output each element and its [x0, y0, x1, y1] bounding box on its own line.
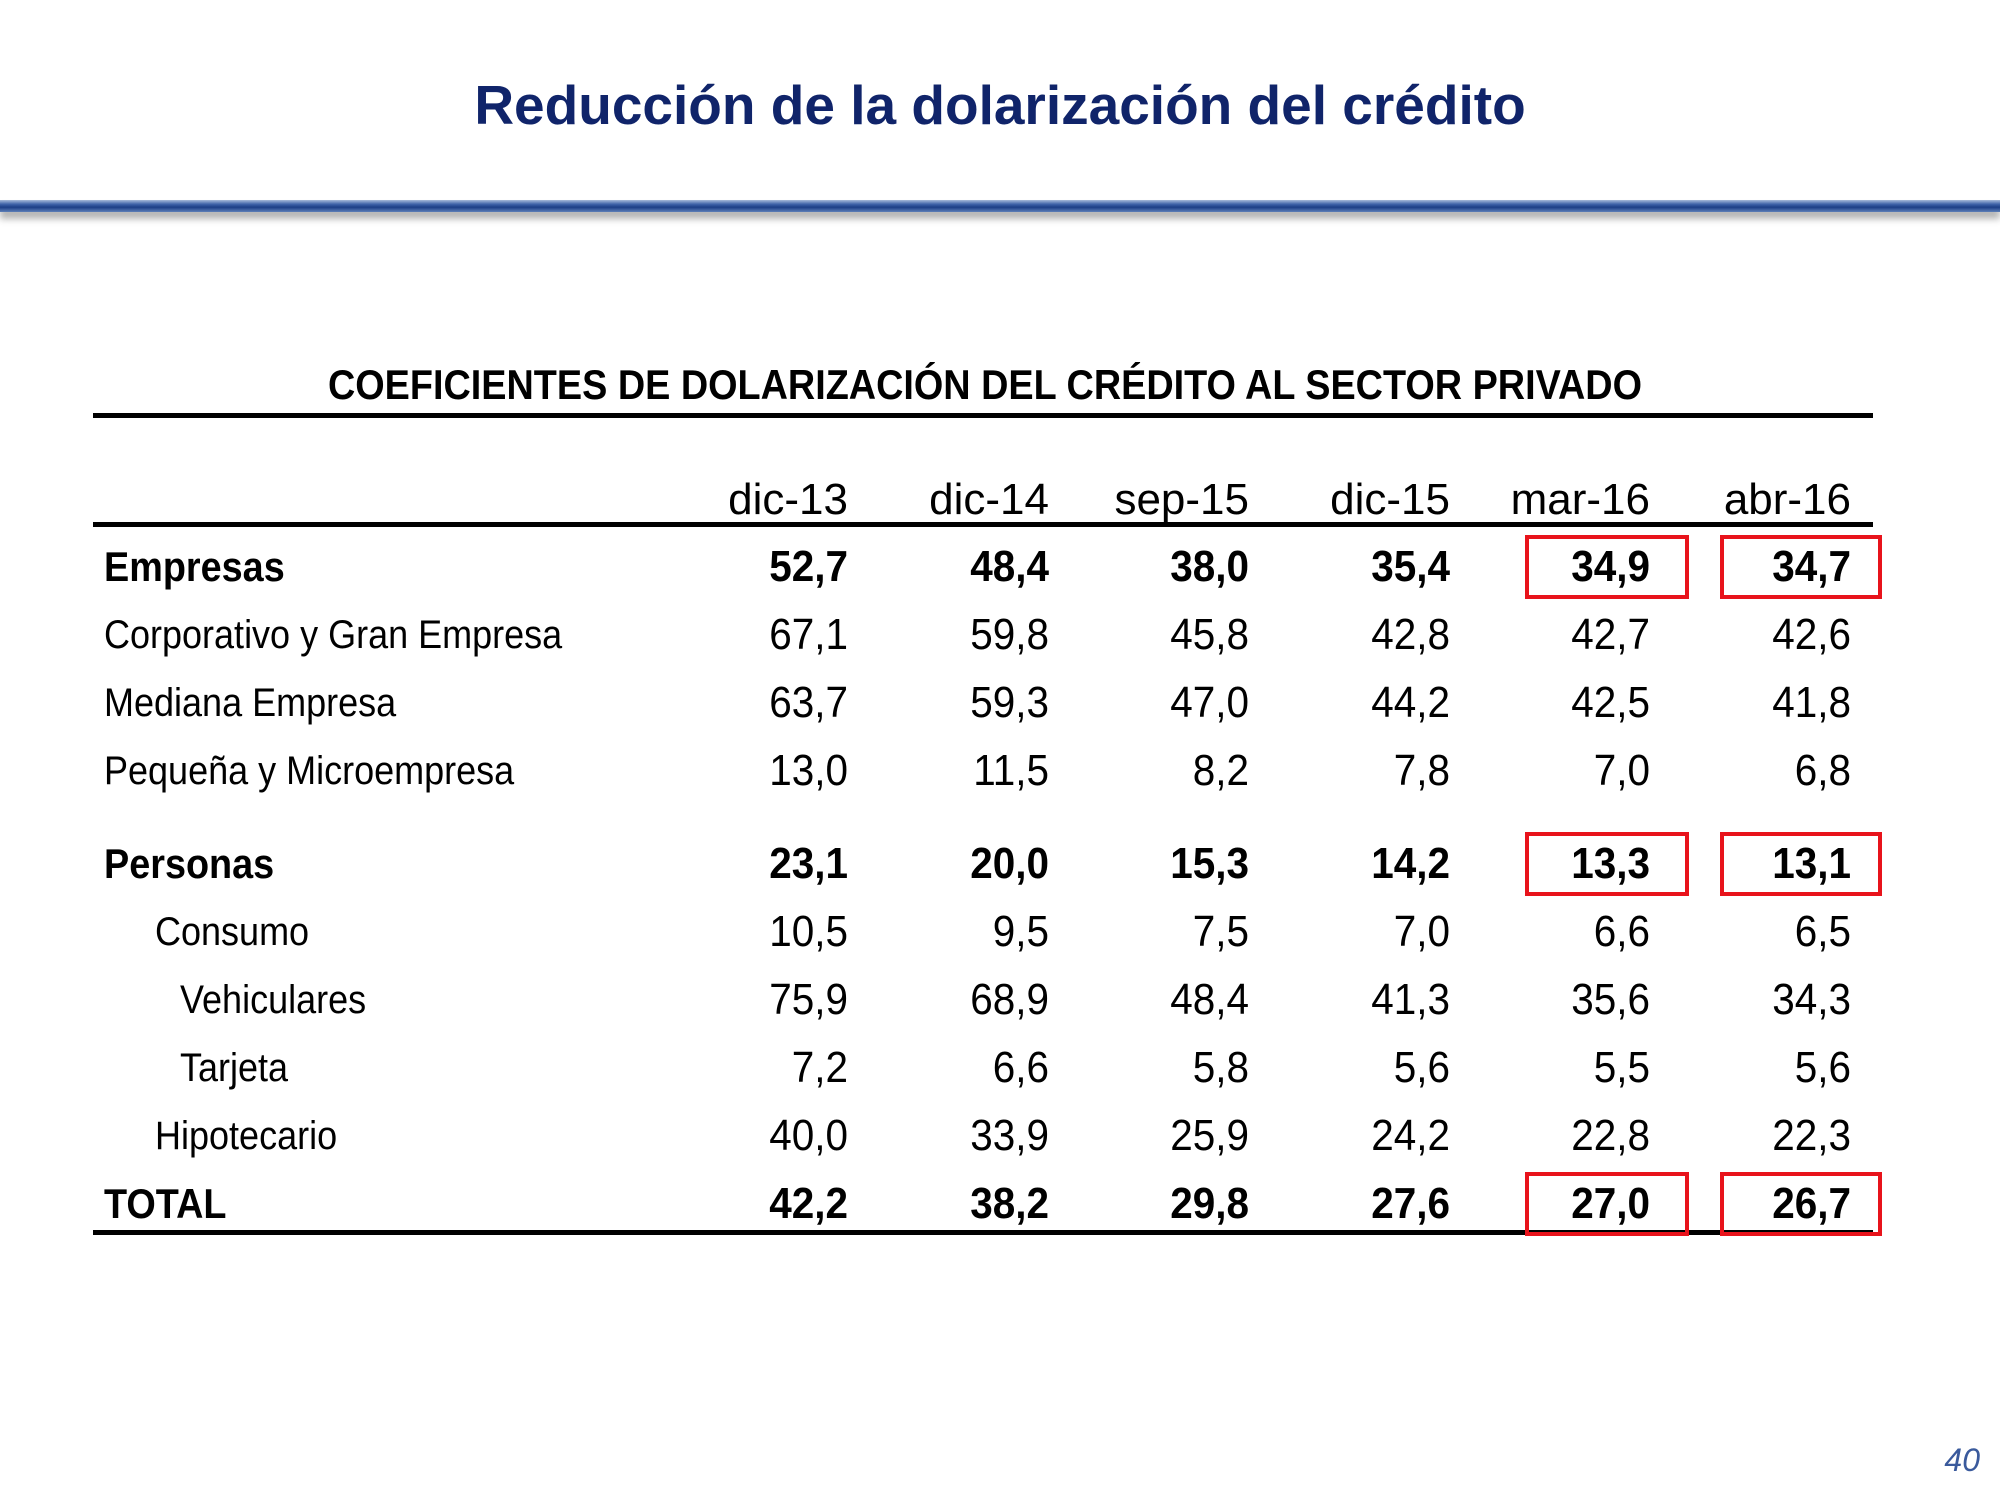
table-cell: 13,3 [1571, 839, 1650, 888]
table-cell: 42,5 [1571, 678, 1650, 727]
table-cell: 59,3 [970, 678, 1049, 727]
row-label: Pequeña y Microempresa [104, 749, 515, 793]
table-cell: 10,5 [769, 907, 848, 956]
table-cell: 34,3 [1772, 975, 1851, 1024]
highlight-box [1720, 1172, 1882, 1236]
table-cell: 14,2 [1371, 839, 1450, 888]
row-label: Personas [104, 840, 275, 887]
table-cell: 41,3 [1371, 975, 1450, 1024]
table-cell: 59,8 [970, 610, 1049, 659]
row-label: TOTAL [104, 1180, 227, 1227]
highlight-box [1525, 535, 1689, 599]
table-cell: 13,1 [1772, 839, 1851, 888]
table-header-rule [93, 522, 1873, 527]
table-cell: 11,5 [973, 746, 1049, 795]
table-cell: 75,9 [769, 975, 848, 1024]
table-cell: 8,2 [1192, 746, 1249, 795]
row-label: Tarjeta [180, 1046, 289, 1090]
table-cell: 7,0 [1393, 907, 1450, 956]
column-header: abr-16 [1723, 475, 1851, 524]
table-cell: 41,8 [1772, 678, 1851, 727]
highlight-box [1525, 832, 1689, 896]
table-cell: 47,0 [1170, 678, 1249, 727]
page-number: 40 [1944, 1442, 1980, 1478]
title-divider [0, 200, 2000, 212]
table-cell: 26,7 [1772, 1179, 1851, 1228]
row-label: Empresas [104, 543, 285, 590]
table-cell: 48,4 [970, 542, 1049, 591]
table-cell: 29,8 [1170, 1179, 1249, 1228]
table-cell: 27,0 [1571, 1179, 1650, 1228]
column-header: dic-13 [728, 475, 848, 524]
table-cell: 7,0 [1593, 746, 1650, 795]
column-header: mar-16 [1510, 475, 1650, 524]
table-cell: 67,1 [769, 610, 848, 659]
table-cell: 38,2 [970, 1179, 1049, 1228]
table-cell: 23,1 [769, 839, 848, 888]
table-cell: 24,2 [1371, 1111, 1450, 1160]
table-cell: 33,9 [970, 1111, 1049, 1160]
table-cell: 6,8 [1794, 746, 1851, 795]
table-cell: 15,3 [1170, 839, 1249, 888]
table-cell: 5,5 [1593, 1043, 1650, 1092]
table-cell: 42,6 [1772, 610, 1851, 659]
table-title: COEFICIENTES DE DOLARIZACIÓN DEL CRÉDITO… [327, 361, 1642, 408]
row-label: Vehiculares [180, 978, 367, 1022]
table-cell: 6,6 [992, 1043, 1049, 1092]
table-cell: 42,7 [1571, 610, 1650, 659]
table-cell: 48,4 [1170, 975, 1249, 1024]
table-bottom-rule [93, 1230, 1873, 1235]
table-cell: 42,8 [1371, 610, 1450, 659]
highlight-box [1720, 535, 1882, 599]
column-header: dic-15 [1330, 475, 1450, 524]
table-cell: 7,8 [1393, 746, 1450, 795]
row-label: Mediana Empresa [104, 681, 397, 725]
table-cell: 20,0 [970, 839, 1049, 888]
table-cell: 34,7 [1772, 542, 1851, 591]
table-cell: 22,8 [1571, 1111, 1650, 1160]
table-cell: 44,2 [1371, 678, 1450, 727]
table-cell: 27,6 [1371, 1179, 1450, 1228]
table-cell: 7,5 [1192, 907, 1249, 956]
table-cell: 7,2 [791, 1043, 848, 1092]
table-cell: 45,8 [1170, 610, 1249, 659]
row-label: Consumo [155, 910, 310, 954]
table-cell: 42,2 [769, 1179, 848, 1228]
slide-title: Reducción de la dolarización del crédito [474, 74, 1526, 136]
table-cell: 5,8 [1192, 1043, 1249, 1092]
table-cell: 22,3 [1772, 1111, 1851, 1160]
table-cell: 38,0 [1170, 542, 1249, 591]
table-cell: 35,6 [1571, 975, 1650, 1024]
row-label: Hipotecario [155, 1114, 338, 1158]
highlight-box [1720, 832, 1882, 896]
table-cell: 63,7 [769, 678, 848, 727]
table-cell: 6,5 [1794, 907, 1851, 956]
table-cell: 6,6 [1593, 907, 1650, 956]
table-cell: 9,5 [992, 907, 1049, 956]
highlight-box [1525, 1172, 1689, 1236]
column-header: sep-15 [1114, 475, 1249, 524]
table-cell: 52,7 [769, 542, 848, 591]
table-cell: 68,9 [970, 975, 1049, 1024]
row-label: Corporativo y Gran Empresa [104, 613, 563, 657]
table-cell: 34,9 [1571, 542, 1650, 591]
table-cell: 40,0 [769, 1111, 848, 1160]
table-cell: 5,6 [1794, 1043, 1851, 1092]
table-top-rule [93, 413, 1873, 418]
table-cell: 35,4 [1371, 542, 1450, 591]
table-cell: 25,9 [1170, 1111, 1249, 1160]
column-header: dic-14 [929, 475, 1049, 524]
table-cell: 13,0 [769, 746, 848, 795]
table-cell: 5,6 [1393, 1043, 1450, 1092]
